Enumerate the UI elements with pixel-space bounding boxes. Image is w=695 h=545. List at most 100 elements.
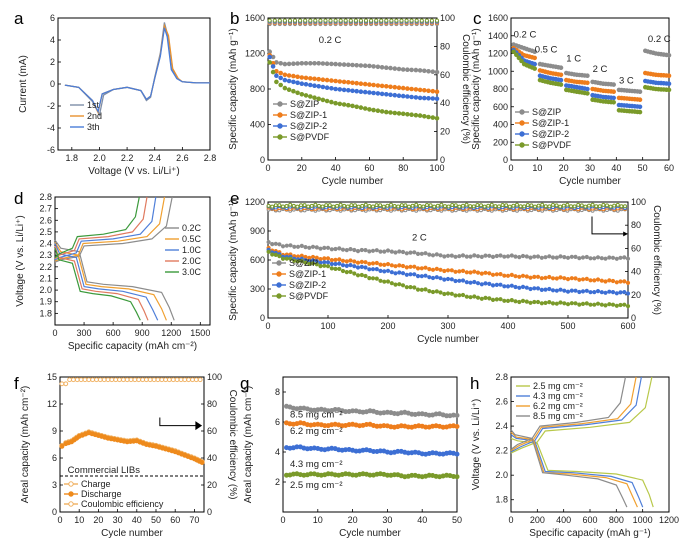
panel-b-series-S@PVDF	[384, 109, 389, 115]
panel-a-ytick-label: 0	[50, 79, 55, 89]
panel-e-ce-S@PVDF	[605, 203, 609, 208]
panel-b-series-S@ZIP	[291, 61, 296, 67]
panel-b-series-S@ZIP-2	[430, 96, 436, 101]
panel-b-series-S@ZIP	[405, 67, 410, 72]
panel-b-series-S@ZIP-1	[286, 73, 292, 78]
panel-b-series-S@ZIP-2	[350, 88, 355, 94]
panel-d-ytick-label: 2.0	[39, 285, 52, 295]
panel-e-series-S@ZIP	[599, 256, 604, 261]
panel-e-series-S@PVDF	[374, 276, 379, 281]
panel-b-series-S@PVDF	[278, 82, 284, 88]
panel-b-series-S@ZIP	[434, 69, 440, 75]
panel-b-legend-marker	[277, 123, 283, 129]
panel-h-xtick-label: 0	[508, 515, 513, 525]
panel-b-ce-S@PVDF	[343, 18, 348, 23]
panel-e-ce-S@PVDF	[353, 203, 357, 208]
panel-a-xtick-label: 2.0	[93, 153, 106, 163]
panel-g-loading-label: 6.2 mg cm⁻²	[290, 426, 343, 437]
panel-e-ce-S@PVDF	[302, 203, 307, 208]
panel-e-series-S@ZIP	[464, 254, 469, 259]
panel-b-series-S@ZIP	[354, 63, 360, 68]
panel-e-ce-S@PVDF	[583, 204, 588, 209]
panel-b-ce-S@PVDF	[318, 18, 323, 23]
panel-e-series-S@ZIP-2	[565, 289, 571, 294]
panel-b-series-S@PVDF	[299, 92, 305, 97]
panel-b-series-S@ZIP-2	[362, 89, 368, 95]
panel-e-series-S@ZIP-2	[404, 272, 409, 277]
panel-b-series-S@ZIP-1	[396, 85, 402, 90]
panel-b-xtick-label: 100	[429, 163, 444, 173]
panel-c-series-S@PVDF	[516, 55, 522, 61]
panel-d-xtick-label: 1200	[161, 328, 181, 338]
panel-b-y2tick-label: 80	[440, 41, 450, 51]
panel-e-ce-S@PVDF	[543, 204, 548, 209]
panel-e-series-S@ZIP-2	[370, 267, 376, 272]
panel-b-y2tick-label: 0	[440, 155, 445, 165]
panel-b-series-S@ZIP-1	[354, 80, 360, 86]
panel-e-ce-S@PVDF	[533, 204, 537, 209]
panel-b-series-S@PVDF	[422, 114, 427, 119]
panel-e-series-S@ZIP-1	[389, 263, 394, 268]
panel-h-discharge-6.2 mg cm⁻²	[510, 431, 638, 508]
panel-e-series-S@PVDF	[528, 300, 533, 305]
panel-b-series-S@PVDF	[303, 93, 309, 98]
panel-e-series-S@PVDF	[325, 264, 331, 269]
panel-e-series-S@PVDF	[363, 273, 368, 279]
panel-e-series-S@ZIP-1	[352, 259, 357, 264]
panel-e-series-S@ZIP-1	[517, 274, 522, 279]
panel-e-series-S@ZIP	[517, 255, 522, 260]
panel-d-legend-label: 3.0C	[182, 267, 202, 277]
panel-e-legend-label: S@PVDF	[289, 291, 329, 301]
panel-b-series-S@ZIP-2	[379, 91, 385, 97]
panel-e-ce-S@PVDF	[396, 204, 401, 209]
panel-e-series-S@PVDF	[397, 282, 402, 287]
panel-e-series-S@PVDF	[520, 298, 526, 303]
panel-e-series-S@ZIP-1	[378, 262, 383, 267]
panel-d-xlabel: Specific capacity (mAh cm⁻²)	[68, 341, 197, 352]
panel-f-ce-markers	[113, 377, 119, 383]
panel-e-series-S@ZIP-2	[535, 286, 541, 291]
panel-e-xlabel: Cycle number	[417, 334, 479, 345]
panel-b-series-S@ZIP-2	[312, 83, 317, 88]
panel-b-ce-S@PVDF	[379, 18, 384, 23]
panel-e-ce-S@PVDF	[522, 204, 527, 209]
panel-e-series-S@ZIP-1	[359, 259, 364, 264]
panel-e-xtick-label: 200	[380, 321, 395, 331]
panel-a-ylabel: Current (mA)	[18, 55, 29, 113]
panel-e-series-S@ZIP	[603, 256, 608, 261]
panel-e-series-S@PVDF	[419, 287, 424, 292]
panel-e-series-S@PVDF	[532, 299, 537, 305]
panel-h-xtick-label: 800	[609, 515, 624, 525]
panel-b-series-S@ZIP-2	[396, 93, 402, 98]
panel-b-series-S@ZIP-2	[409, 94, 414, 100]
panel-d-ytick-label: 2.3	[39, 250, 52, 260]
panel-e-y2tick-label: 40	[631, 267, 641, 277]
panel-e-ce-S@PVDF	[374, 203, 379, 208]
panel-h-charge-6.2 mg cm⁻²	[510, 376, 637, 452]
panel-e-series-S@ZIP-2	[453, 278, 458, 284]
panel-f-ce-markers	[94, 377, 99, 383]
panel-b-series-S@ZIP	[400, 67, 406, 72]
panel-b-ce-S@PVDF	[394, 18, 399, 23]
panel-e-series-S@ZIP-1	[494, 272, 499, 277]
panel-e-ce-S@PVDF	[461, 203, 465, 208]
panel-b-series-S@ZIP	[278, 61, 284, 66]
panel-f-ce-markers	[90, 377, 95, 383]
panel-b-xtick-label: 20	[297, 163, 307, 173]
panel-c-series-S@ZIP	[611, 82, 617, 87]
panel-e-ce-S@PVDF	[407, 204, 411, 209]
panel-b-ce-S@PVDF	[333, 18, 338, 23]
panel-e-series-S@PVDF	[502, 298, 507, 303]
panel-b-series-S@ZIP	[388, 65, 393, 71]
panel-d-ytick-label: 1.9	[39, 297, 52, 307]
panel-d-ylabel: Voltage (V vs. Li/Li⁺)	[15, 215, 26, 306]
panel-e-series-S@PVDF	[370, 276, 376, 281]
panel-e-series-S@ZIP-2	[352, 264, 357, 269]
panel-e-series-S@PVDF	[610, 302, 616, 307]
panel-e-series-S@ZIP	[348, 247, 353, 252]
panel-b-series-S@ZIP-2	[405, 94, 410, 99]
panel-f-ce-markers	[193, 377, 199, 383]
panel-e-series-S@ZIP-2	[490, 283, 496, 288]
panel-c-series-S@ZIP-2	[611, 95, 617, 101]
